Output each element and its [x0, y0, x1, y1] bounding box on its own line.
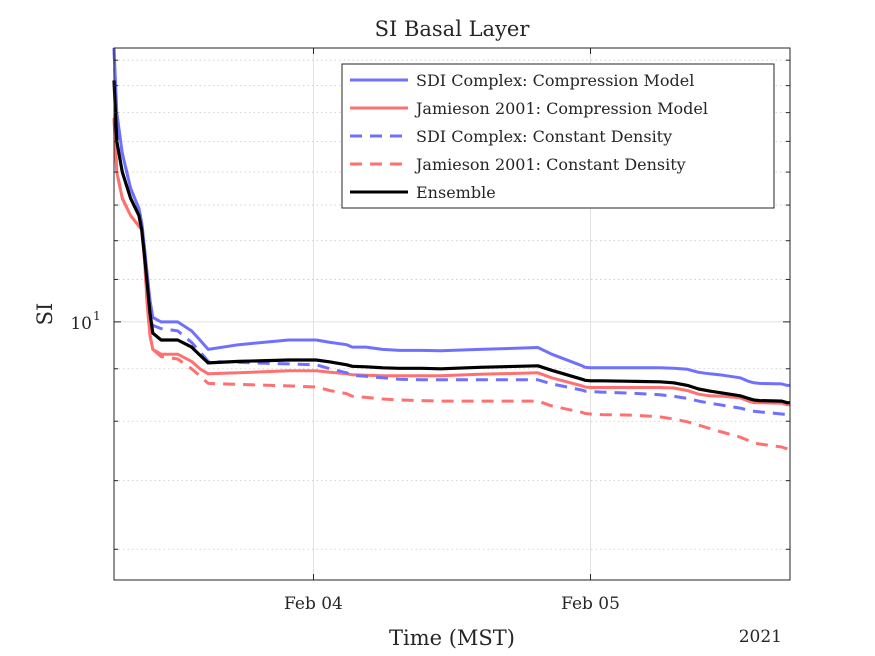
x-tick-label-0: Feb 04: [284, 594, 343, 614]
y-tick-label-exponent-0: 1: [93, 309, 101, 323]
year-label: 2021: [739, 627, 782, 647]
legend-label-2: SDI Complex: Constant Density: [416, 127, 672, 146]
series-line-0: [112, 47, 790, 387]
plot-frame: [113, 47, 791, 581]
series-line-1: [112, 118, 790, 407]
y-axis-label: SI: [33, 303, 57, 326]
series-line-4: [112, 80, 790, 405]
chart-title: SI Basal Layer: [375, 17, 531, 41]
legend-label-3: Jamieson 2001: Constant Density: [414, 155, 686, 174]
legend-label-4: Ensemble: [416, 183, 496, 202]
legend-box: [341, 63, 775, 209]
series-line-2: [112, 47, 790, 417]
legend-label-0: SDI Complex: Compression Model: [416, 71, 694, 90]
y-tick-label-0: 10: [70, 314, 92, 334]
x-axis-label: Time (MST): [389, 626, 515, 650]
x-tick-label-1: Feb 05: [561, 594, 620, 614]
series-lines: [112, 47, 791, 452]
legend-label-1: Jamieson 2001: Compression Model: [414, 99, 708, 118]
axes: Feb 04 Feb 05 10 1: [70, 48, 790, 614]
legend: SDI Complex: Compression Model Jamieson 2…: [341, 63, 775, 209]
